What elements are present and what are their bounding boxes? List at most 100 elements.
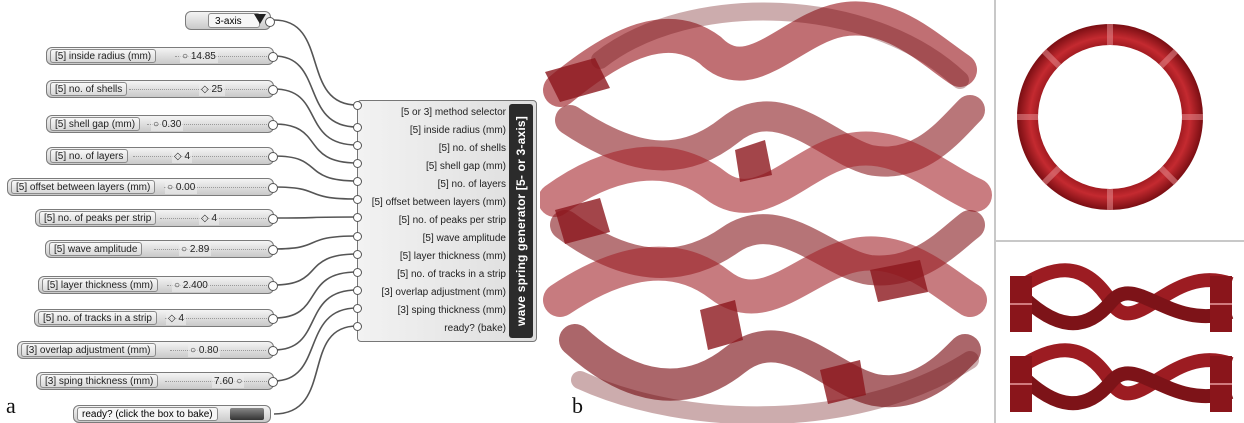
input-port-icon[interactable] <box>353 213 362 222</box>
slider-track[interactable] <box>165 318 267 320</box>
output-port-icon[interactable] <box>268 346 278 356</box>
connection-wires <box>273 19 358 415</box>
slider-value[interactable]: ○ 0.30 <box>151 118 184 131</box>
slider-overlap-adjustment[interactable]: [3] overlap adjustment (mm) ○ 0.80 <box>17 341 278 359</box>
slider-offset-between-layers[interactable]: [5] offset between layers (mm) ○ 0.00 <box>7 178 278 196</box>
slider-track[interactable] <box>164 187 266 189</box>
input-inside-radius[interactable]: [5] inside radius (mm) <box>409 125 506 136</box>
input-no-of-shells[interactable]: [5] no. of shells <box>438 143 506 154</box>
wave-spring-side-view <box>1010 263 1234 412</box>
input-ready-bake[interactable]: ready? (bake) <box>444 323 506 334</box>
output-port-icon[interactable] <box>268 120 278 130</box>
output-port-icon[interactable] <box>268 377 278 387</box>
output-port-icon[interactable] <box>268 183 278 193</box>
slider-label: [5] wave amplitude <box>49 242 143 256</box>
input-port-icon[interactable] <box>353 101 362 110</box>
input-no-of-layers[interactable]: [5] no. of layers <box>437 179 506 190</box>
slider-label: [5] no. of peaks per strip <box>39 211 157 225</box>
wave-spring-3d-render <box>540 1 992 423</box>
input-tracks-in-strip[interactable]: [5] no. of tracks in a strip <box>397 269 506 280</box>
slider-layer-thickness[interactable]: [5] layer thickness (mm) ○ 2.400 <box>38 276 278 294</box>
slider-tracks-in-strip[interactable]: [5] no. of tracks in a strip ◇ 4 <box>34 309 278 327</box>
chevron-down-icon[interactable] <box>254 14 266 24</box>
component-title-bar[interactable]: wave spring generator [5- or 3-axis] <box>509 104 533 338</box>
slider-value[interactable]: ◇ 4 <box>199 212 220 225</box>
slider-label: [3] sping thickness (mm) <box>40 374 159 388</box>
slider-no-of-shells[interactable]: [5] no. of shells ◇ 25 <box>46 80 278 98</box>
slider-inside-radius[interactable]: [5] inside radius (mm) ○ 14.85 <box>46 47 278 65</box>
slider-value[interactable]: ○ 0.80 <box>188 344 221 357</box>
output-port-icon[interactable] <box>268 281 278 291</box>
input-wave-amplitude[interactable]: [5] wave amplitude <box>422 233 506 244</box>
input-port-icon[interactable] <box>353 322 362 331</box>
slider-value[interactable]: ○ 2.400 <box>172 279 210 292</box>
input-offset-between-layers[interactable]: [5] offset between layers (mm) <box>371 197 506 208</box>
slider-label: [5] no. of tracks in a strip <box>38 311 157 325</box>
slider-wave-amplitude[interactable]: [5] wave amplitude ○ 2.89 <box>45 240 278 258</box>
toggle-label: ready? (click the box to bake) <box>77 407 218 421</box>
slider-label: [5] inside radius (mm) <box>50 49 157 63</box>
input-peaks-per-strip[interactable]: [5] no. of peaks per strip <box>398 215 506 226</box>
slider-value[interactable]: ◇ 4 <box>172 150 193 163</box>
viewport-divider <box>994 0 996 423</box>
input-port-icon[interactable] <box>353 232 362 241</box>
slider-value[interactable]: ◇ 4 <box>166 312 187 325</box>
slider-value[interactable]: ○ 2.89 <box>179 243 212 256</box>
slider-track[interactable] <box>129 89 267 91</box>
slider-spring-thickness[interactable]: [3] sping thickness (mm) 7.60 ○ <box>36 372 278 390</box>
perspective-viewport[interactable] <box>540 0 992 423</box>
output-port-icon[interactable] <box>268 152 278 162</box>
output-port-icon[interactable] <box>268 245 278 255</box>
input-port-icon[interactable] <box>353 268 362 277</box>
toggle-switch[interactable] <box>230 408 264 420</box>
top-viewport[interactable] <box>996 0 1244 240</box>
output-port-icon[interactable] <box>268 85 278 95</box>
input-port-icon[interactable] <box>353 123 362 132</box>
input-layer-thickness[interactable]: [5] layer thickness (mm) <box>399 251 506 262</box>
slider-value[interactable]: ○ 14.85 <box>180 50 218 63</box>
input-port-icon[interactable] <box>353 304 362 313</box>
panel-label-a: a <box>6 393 16 418</box>
slider-no-of-layers[interactable]: [5] no. of layers ◇ 4 <box>46 147 278 165</box>
method-selector-value: 3-axis <box>208 13 260 28</box>
slider-label: [5] layer thickness (mm) <box>42 278 159 292</box>
viewport-divider <box>996 240 1244 242</box>
output-port-icon[interactable] <box>268 314 278 324</box>
side-viewport[interactable] <box>996 242 1244 423</box>
input-port-icon[interactable] <box>353 177 362 186</box>
slider-track[interactable] <box>133 156 267 158</box>
input-port-icon[interactable] <box>353 159 362 168</box>
wave-spring-generator-component[interactable]: [5 or 3] method selector [5] inside radi… <box>357 100 537 342</box>
panel-label-b: b <box>572 393 583 418</box>
method-selector-dropdown[interactable]: 3-axis <box>185 11 275 30</box>
slider-label: [3] overlap adjustment (mm) <box>21 343 156 357</box>
slider-peaks-per-strip[interactable]: [5] no. of peaks per strip ◇ 4 <box>35 209 278 227</box>
slider-label: [5] no. of shells <box>50 82 128 96</box>
slider-shell-gap[interactable]: [5] shell gap (mm) ○ 0.30 <box>46 115 278 133</box>
slider-value[interactable]: ○ 0.00 <box>165 181 198 194</box>
slider-value[interactable]: ◇ 25 <box>199 83 225 96</box>
output-port-icon[interactable] <box>265 17 275 27</box>
input-port-icon[interactable] <box>353 286 362 295</box>
input-spring-thickness[interactable]: [3] sping thickness (mm) <box>397 305 506 316</box>
input-overlap-adjustment[interactable]: [3] overlap adjustment (mm) <box>381 287 507 298</box>
input-port-icon[interactable] <box>353 250 362 259</box>
component-title: wave spring generator [5- or 3-axis] <box>514 116 528 326</box>
slider-track[interactable] <box>175 56 267 58</box>
slider-track[interactable] <box>167 285 267 287</box>
component-inputs: [5 or 3] method selector [5] inside radi… <box>358 104 510 338</box>
bake-toggle[interactable]: ready? (click the box to bake) <box>73 405 271 423</box>
slider-track[interactable] <box>147 124 267 126</box>
output-port-icon[interactable] <box>268 214 278 224</box>
input-method-selector[interactable]: [5 or 3] method selector <box>400 107 506 118</box>
input-port-icon[interactable] <box>353 141 362 150</box>
grasshopper-canvas: 3-axis [5] inside radius (mm) ○ 14.85 [5… <box>0 0 540 423</box>
wave-spring-top-view <box>1017 24 1203 210</box>
slider-label: [5] no. of layers <box>50 149 129 163</box>
input-shell-gap[interactable]: [5] shell gap (mm) <box>425 161 506 172</box>
slider-value[interactable]: 7.60 ○ <box>212 375 245 388</box>
slider-label: [5] offset between layers (mm) <box>11 180 156 194</box>
slider-label: [5] shell gap (mm) <box>50 117 141 131</box>
input-port-icon[interactable] <box>353 195 362 204</box>
output-port-icon[interactable] <box>268 52 278 62</box>
